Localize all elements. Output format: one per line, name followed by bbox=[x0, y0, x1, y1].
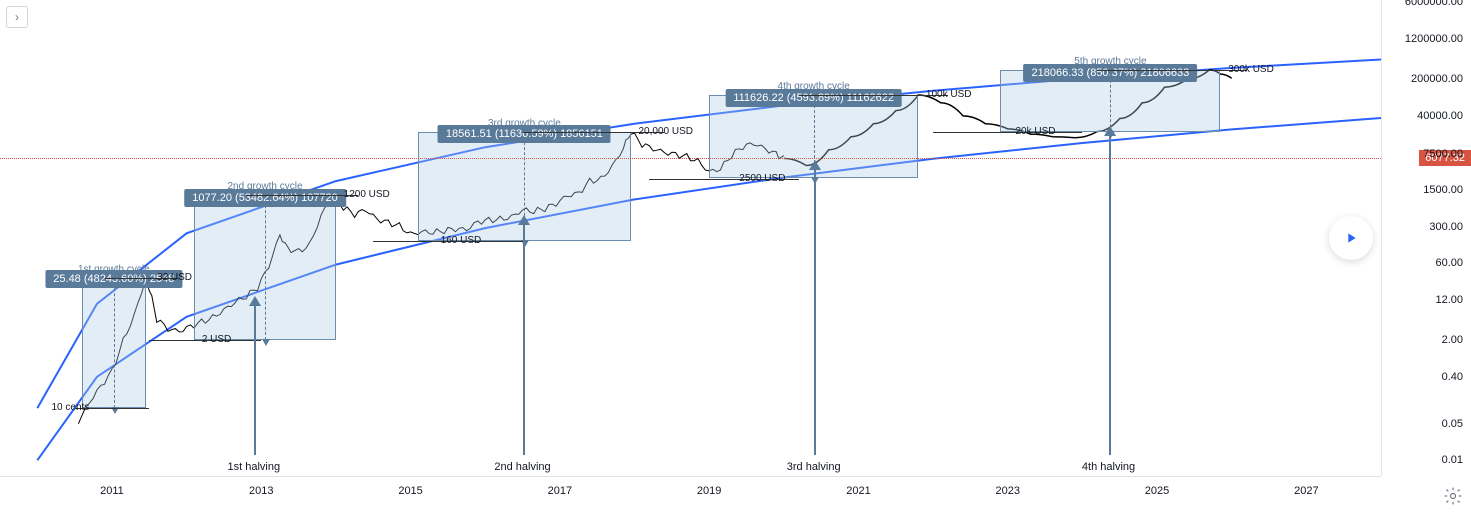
price-annotation: 2 USD bbox=[202, 334, 231, 345]
chart-container: 1st growth cycle25.48 (48243.60%) 25482n… bbox=[0, 0, 1471, 516]
x-axis-tick: 2025 bbox=[1145, 485, 1169, 497]
measure-range-line bbox=[114, 278, 115, 408]
y-axis-tick: 0.05 bbox=[1442, 418, 1463, 430]
chart-settings-button[interactable] bbox=[1443, 486, 1463, 506]
halving-label: 2nd halving bbox=[494, 461, 550, 473]
x-axis-tick: 2013 bbox=[249, 485, 273, 497]
y-axis-tick: 0.01 bbox=[1442, 454, 1463, 466]
y-axis-tick: 60.00 bbox=[1435, 257, 1463, 269]
panel-collapse-button[interactable]: › bbox=[6, 6, 28, 28]
x-axis-tick: 2023 bbox=[996, 485, 1020, 497]
y-axis-tick: 300.00 bbox=[1429, 221, 1463, 233]
y-axis-tick: 2.00 bbox=[1442, 334, 1463, 346]
halving-label: 3rd halving bbox=[787, 461, 841, 473]
y-axis[interactable]: 6077.320.010.050.402.0012.0060.00300.001… bbox=[1381, 0, 1471, 476]
x-axis-tick: 2011 bbox=[100, 485, 124, 497]
halving-arrow-2 bbox=[523, 223, 525, 455]
y-axis-tick: 12.00 bbox=[1435, 294, 1463, 306]
price-annotation: 1200 USD bbox=[344, 189, 390, 200]
play-button[interactable] bbox=[1329, 216, 1373, 260]
gear-icon bbox=[1443, 486, 1463, 506]
x-axis-tick: 2021 bbox=[846, 485, 870, 497]
price-annotation: 160 USD bbox=[441, 235, 482, 246]
halving-arrow-3 bbox=[814, 168, 816, 455]
x-axis-tick: 2019 bbox=[697, 485, 721, 497]
measure-range-line bbox=[1110, 70, 1111, 132]
y-axis-tick: 1200000.00 bbox=[1405, 33, 1463, 45]
price-annotation: 300k USD bbox=[1228, 64, 1274, 75]
y-axis-tick: 6000000.00 bbox=[1405, 0, 1463, 8]
x-axis-tick: 2015 bbox=[398, 485, 422, 497]
y-axis-tick: 7500.00 bbox=[1423, 148, 1463, 160]
price-level-line bbox=[933, 132, 1082, 133]
halving-arrow-4 bbox=[1109, 134, 1111, 455]
x-axis-tick: 2027 bbox=[1294, 485, 1318, 497]
halving-label: 1st halving bbox=[228, 461, 281, 473]
price-annotation: 100k USD bbox=[926, 89, 972, 100]
y-axis-tick: 200000.00 bbox=[1411, 73, 1463, 85]
play-icon bbox=[1343, 230, 1359, 246]
current-price-line bbox=[0, 158, 1381, 159]
y-axis-tick: 0.40 bbox=[1442, 371, 1463, 383]
price-annotation: 10 cents bbox=[52, 402, 90, 413]
measure-range-line bbox=[265, 195, 266, 340]
x-axis[interactable]: 2011 2013 2015 2017 2019 2021 2023 2025 2027 bbox=[0, 476, 1381, 516]
price-annotation: 32 USD bbox=[157, 272, 192, 283]
chart-plot-area[interactable]: 1st growth cycle25.48 (48243.60%) 25482n… bbox=[0, 0, 1381, 476]
y-axis-tick: 1500.00 bbox=[1423, 184, 1463, 196]
price-level-line bbox=[246, 195, 358, 196]
x-axis-tick: 2017 bbox=[548, 485, 572, 497]
price-annotation: 20k USD bbox=[1015, 126, 1055, 137]
price-annotation: 2500 USD bbox=[739, 173, 785, 184]
price-level-line bbox=[1097, 70, 1246, 71]
price-annotation: 20,000 USD bbox=[639, 126, 693, 137]
halving-label: 4th halving bbox=[1082, 461, 1135, 473]
y-axis-tick: 40000.00 bbox=[1417, 110, 1463, 122]
halving-arrow-1 bbox=[254, 304, 256, 455]
chevron-right-icon: › bbox=[15, 10, 19, 24]
